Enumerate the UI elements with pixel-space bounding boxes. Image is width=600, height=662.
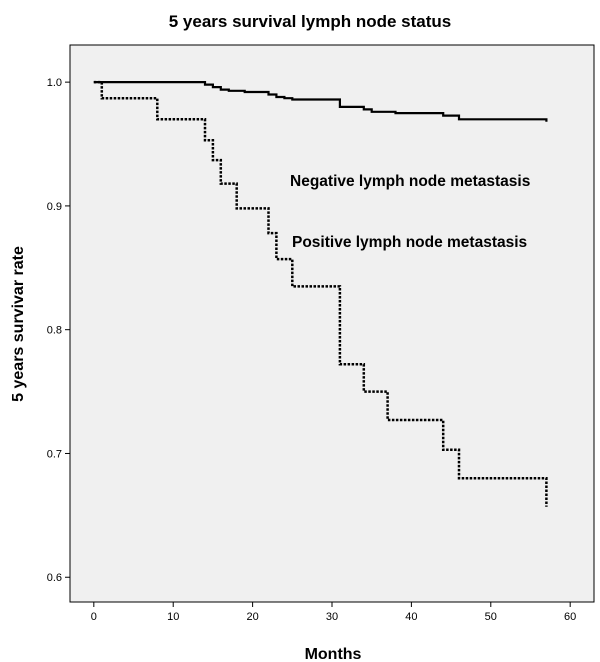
y-tick-label-2: 0.8 — [47, 325, 62, 337]
x-tick-label-3: 30 — [326, 611, 338, 623]
x-tick-label-1: 10 — [167, 611, 179, 623]
series-layer — [93, 80, 548, 507]
x-tick-label-2: 20 — [246, 611, 258, 623]
chart-title: 5 years survival lymph node status — [169, 12, 452, 31]
x-axis: 0 10 20 30 40 50 60 — [91, 602, 576, 623]
x-tick-label-5: 50 — [485, 611, 497, 623]
x-axis-label: Months — [305, 646, 362, 662]
series-negative-line — [93, 81, 548, 122]
y-tick-label-1: 0.7 — [47, 448, 62, 460]
plot-area — [69, 44, 595, 603]
x-tick-label-4: 40 — [405, 611, 417, 623]
y-axis-label: 5 years survivar rate — [10, 246, 27, 402]
y-tick-label-3: 0.9 — [47, 201, 62, 213]
y-tick-label-4: 1.0 — [47, 77, 62, 89]
x-tick-label-0: 0 — [91, 611, 97, 623]
y-tick-label-0: 0.6 — [47, 572, 62, 584]
annotation-positive: Positive lymph node metastasis — [292, 234, 527, 251]
annotation-negative: Negative lymph node metastasis — [290, 173, 530, 190]
series-positive-line — [93, 80, 548, 507]
x-tick-label-6: 60 — [564, 611, 576, 623]
y-axis: 0.6 0.7 0.8 0.9 1.0 — [47, 77, 70, 584]
